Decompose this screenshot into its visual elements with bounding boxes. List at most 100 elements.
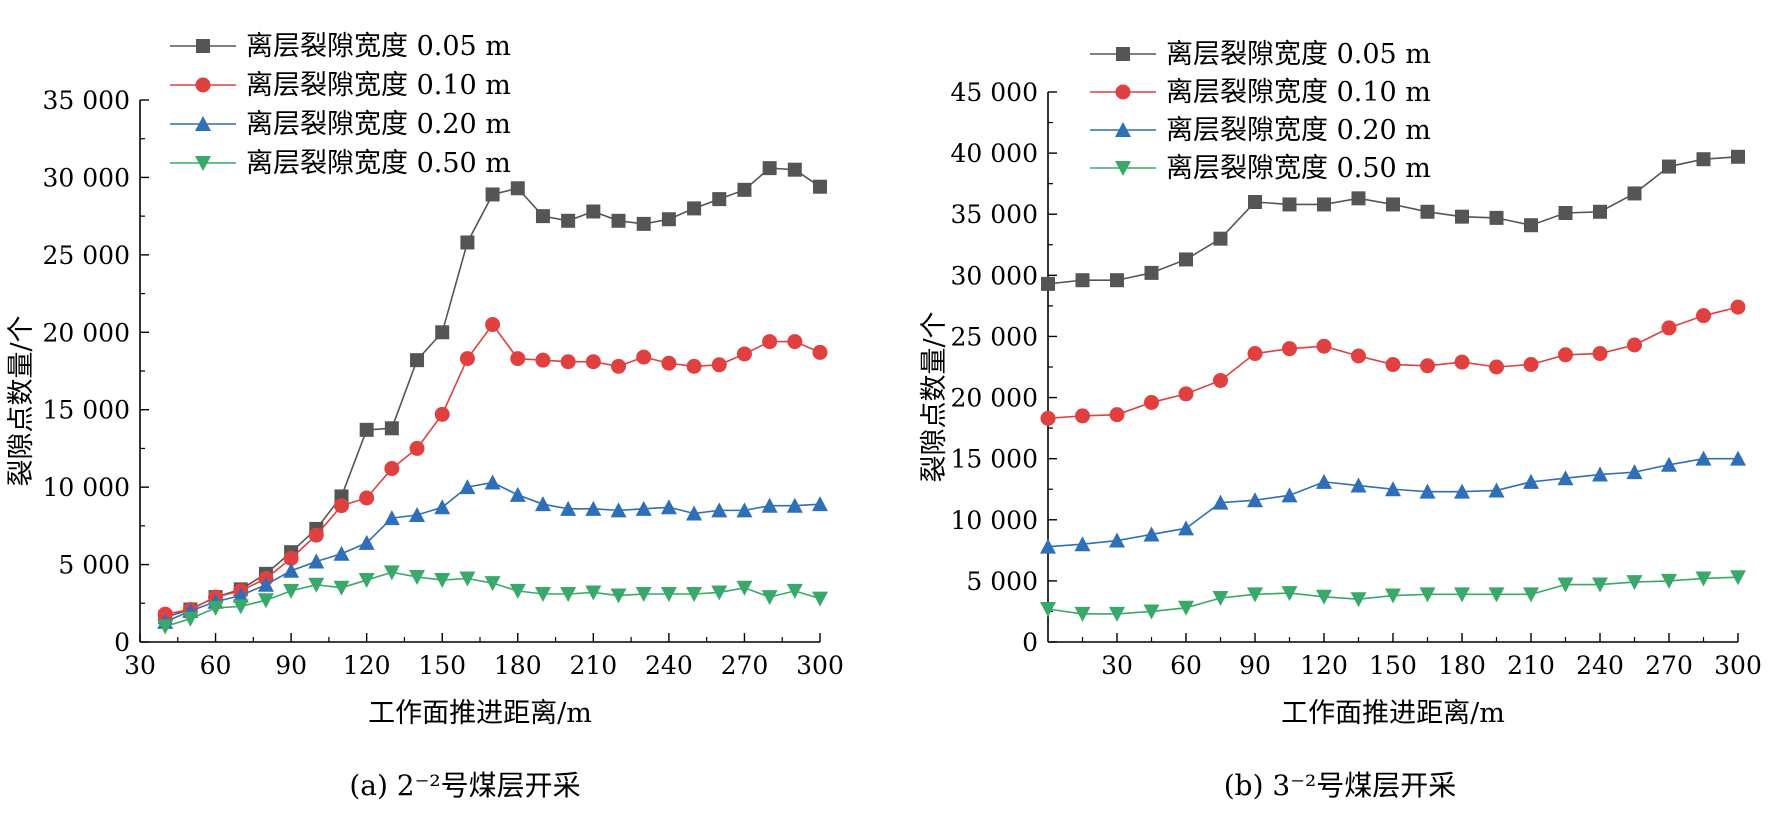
data-point xyxy=(1213,372,1228,388)
data-point xyxy=(207,600,224,616)
data-point xyxy=(1627,337,1642,353)
data-point xyxy=(561,213,576,228)
data-point xyxy=(308,553,325,569)
data-point xyxy=(383,565,400,581)
data-point xyxy=(1730,299,1746,315)
legend-marker xyxy=(195,156,211,171)
data-point xyxy=(409,569,426,585)
data-point xyxy=(711,585,728,601)
data-point xyxy=(1075,408,1090,424)
series-3 xyxy=(157,474,828,629)
data-point xyxy=(459,479,476,495)
data-point xyxy=(1386,197,1400,212)
x-tick-label: 60 xyxy=(200,651,232,680)
data-point xyxy=(1385,588,1401,604)
data-point xyxy=(1316,338,1332,354)
data-point xyxy=(1558,206,1573,220)
x-tick-label: 180 xyxy=(1438,651,1486,680)
data-point xyxy=(636,349,652,365)
data-point xyxy=(636,216,651,231)
x-tick-label: 90 xyxy=(275,651,307,680)
data-point xyxy=(611,213,626,228)
data-point xyxy=(510,351,526,367)
data-point xyxy=(333,498,349,514)
legend-label: 离层裂隙宽度 0.05 m xyxy=(246,31,511,62)
data-point xyxy=(1212,494,1229,510)
data-point xyxy=(459,351,475,367)
data-point xyxy=(1385,357,1401,373)
data-point xyxy=(686,586,703,602)
y-tick-label: 25 000 xyxy=(43,241,130,270)
data-point xyxy=(157,619,174,635)
legend-label: 离层裂隙宽度 0.50 m xyxy=(246,148,511,179)
data-point xyxy=(1489,210,1504,225)
data-point xyxy=(812,591,828,607)
data-point xyxy=(711,357,727,373)
data-point xyxy=(1350,477,1367,493)
data-point xyxy=(485,187,500,202)
data-point xyxy=(687,201,702,216)
x-tick-label: 240 xyxy=(645,651,693,680)
data-point xyxy=(686,358,702,374)
chart-caption: (a) 2⁻²号煤层开采 xyxy=(349,769,580,802)
data-point xyxy=(434,499,451,515)
y-tick-label: 25 000 xyxy=(951,322,1038,351)
legend-label: 离层裂隙宽度 0.20 m xyxy=(1166,115,1431,146)
data-point xyxy=(1695,571,1712,587)
data-point xyxy=(1074,606,1091,622)
data-point xyxy=(1109,606,1125,622)
data-point xyxy=(736,580,753,596)
data-point xyxy=(1248,195,1262,209)
data-point xyxy=(1040,410,1056,426)
data-point xyxy=(1109,532,1125,548)
data-point xyxy=(534,586,551,602)
data-point xyxy=(610,588,627,604)
data-point xyxy=(434,573,451,589)
data-point xyxy=(1696,152,1711,167)
data-point xyxy=(635,586,652,602)
data-point xyxy=(1212,591,1229,606)
data-point xyxy=(1144,394,1159,410)
series-line xyxy=(164,167,821,618)
data-point xyxy=(459,571,476,587)
data-point xyxy=(1040,602,1056,617)
y-tick-label: 30 000 xyxy=(951,261,1038,290)
x-tick-label: 210 xyxy=(569,651,617,680)
data-point xyxy=(813,179,827,194)
x-tick-label: 30 xyxy=(1101,651,1133,680)
data-point xyxy=(535,209,550,224)
y-tick-label: 15 000 xyxy=(951,445,1038,474)
data-point xyxy=(1592,466,1608,482)
data-point xyxy=(308,527,324,543)
data-point xyxy=(686,505,703,521)
data-point xyxy=(333,580,350,596)
data-point xyxy=(661,212,676,227)
data-point xyxy=(711,502,728,518)
data-point xyxy=(1282,341,1297,357)
data-point xyxy=(1523,473,1539,489)
data-point xyxy=(812,496,828,512)
data-point xyxy=(1316,473,1332,489)
x-tick-label: 300 xyxy=(1714,651,1762,680)
data-point xyxy=(509,583,526,599)
data-point xyxy=(712,192,727,207)
data-point xyxy=(1317,197,1331,212)
data-point xyxy=(1041,276,1055,291)
x-tick-label: 90 xyxy=(1239,651,1271,680)
data-point xyxy=(1731,149,1745,164)
data-point xyxy=(586,204,601,219)
data-point xyxy=(787,334,803,350)
chart-a: 0 5 000 10 000 15 000 20 000 25 000 30 000 35 0… xyxy=(6,31,844,802)
legend-marker xyxy=(195,77,211,93)
data-point xyxy=(1213,231,1228,246)
data-point xyxy=(660,586,677,602)
data-point xyxy=(1075,273,1090,288)
data-point xyxy=(1247,492,1263,508)
legend-marker xyxy=(195,116,211,131)
x-tick-label: 270 xyxy=(1645,651,1693,680)
y-tick-label: 10 000 xyxy=(43,473,130,502)
data-point xyxy=(1488,587,1505,603)
chart-b: 0 5 000 10 000 15 000 20 000 25 000 30 000 35 0… xyxy=(919,39,1762,802)
data-point xyxy=(736,346,752,362)
data-point xyxy=(1593,204,1607,219)
